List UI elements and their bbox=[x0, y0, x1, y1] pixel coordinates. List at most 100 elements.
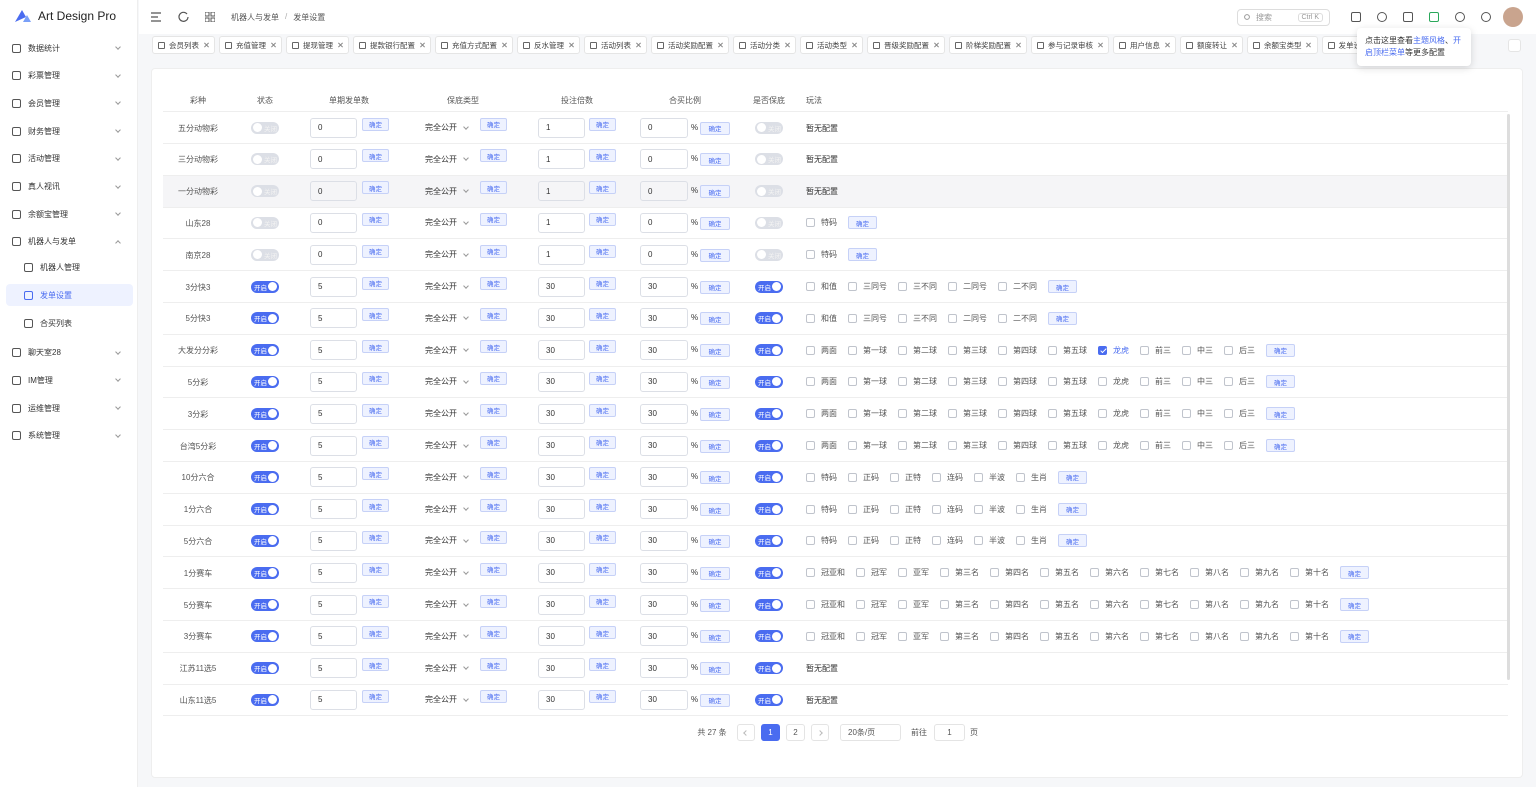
tab[interactable]: 晋级奖励配置 bbox=[867, 36, 945, 54]
ratio-input[interactable]: 30 bbox=[640, 276, 688, 297]
ratio-input[interactable]: 30 bbox=[640, 403, 688, 424]
multiple-input[interactable]: 30 bbox=[538, 594, 585, 615]
menu-item[interactable]: 彩票管理 bbox=[12, 65, 134, 87]
play-label[interactable]: 半波 bbox=[989, 504, 1005, 514]
confirm-button[interactable]: 确定 bbox=[480, 467, 507, 481]
play-label[interactable]: 特码 bbox=[821, 250, 837, 260]
multiple-input[interactable]: 1 bbox=[538, 244, 585, 265]
count-input[interactable]: 5 bbox=[310, 308, 357, 329]
checkbox[interactable] bbox=[948, 377, 957, 387]
confirm-button[interactable]: 确定 bbox=[700, 280, 730, 294]
page-number[interactable]: 2 bbox=[786, 724, 805, 741]
checkbox[interactable] bbox=[890, 472, 899, 482]
tab-close[interactable] bbox=[337, 42, 343, 48]
type-select[interactable]: 完全公开 bbox=[418, 563, 476, 583]
type-select[interactable]: 完全公开 bbox=[418, 626, 476, 646]
checkbox[interactable] bbox=[806, 600, 815, 609]
search-box[interactable]: 搜索 Ctrl K bbox=[1237, 9, 1330, 26]
ratio-input[interactable]: 30 bbox=[640, 371, 688, 392]
menu-item[interactable]: 余额宝管理 bbox=[12, 203, 134, 225]
settings[interactable] bbox=[1455, 12, 1465, 22]
play-label[interactable]: 第五球 bbox=[1063, 345, 1087, 355]
count-input[interactable]: 5 bbox=[310, 658, 357, 679]
play-label[interactable]: 二不同 bbox=[1013, 282, 1037, 291]
play-label[interactable]: 特码 bbox=[821, 504, 837, 514]
status-switch[interactable]: 关闭 bbox=[251, 216, 279, 229]
play-label[interactable]: 正特 bbox=[905, 504, 921, 514]
confirm-button[interactable]: 确定 bbox=[589, 308, 616, 322]
chat[interactable] bbox=[1429, 12, 1439, 22]
status-switch[interactable]: 开启 bbox=[251, 598, 279, 611]
confirm-button[interactable]: 确定 bbox=[480, 689, 507, 703]
status-switch[interactable]: 开启 bbox=[251, 503, 279, 516]
checkbox[interactable] bbox=[806, 282, 815, 291]
play-label[interactable]: 冠军 bbox=[871, 631, 887, 641]
checkbox[interactable] bbox=[806, 250, 815, 260]
status-switch[interactable]: 开启 bbox=[251, 439, 279, 452]
checkbox[interactable] bbox=[1140, 409, 1149, 419]
play-label[interactable]: 第二球 bbox=[913, 441, 937, 450]
play-label[interactable]: 正码 bbox=[863, 536, 879, 546]
count-input[interactable]: 0 bbox=[310, 117, 357, 138]
type-select[interactable]: 完全公开 bbox=[418, 531, 476, 551]
play-label[interactable]: 第二球 bbox=[913, 345, 937, 355]
submenu-item[interactable]: 合买列表 bbox=[6, 312, 133, 334]
checkbox[interactable] bbox=[940, 600, 949, 609]
count-input[interactable]: 0 bbox=[310, 244, 357, 265]
status-switch[interactable]: 开启 bbox=[251, 471, 279, 484]
checkbox[interactable] bbox=[1140, 441, 1149, 450]
guarantee-switch[interactable]: 开启 bbox=[755, 630, 783, 643]
type-select[interactable]: 完全公开 bbox=[418, 690, 476, 710]
type-select[interactable]: 完全公开 bbox=[418, 149, 476, 169]
checkbox[interactable] bbox=[1224, 409, 1233, 419]
status-switch[interactable]: 关闭 bbox=[251, 153, 279, 166]
play-label[interactable]: 第三球 bbox=[963, 409, 987, 419]
tab[interactable]: 活动奖励配置 bbox=[651, 36, 729, 54]
confirm-button[interactable]: 确定 bbox=[589, 403, 616, 417]
play-label[interactable]: 冠亚和 bbox=[821, 631, 845, 641]
checkbox[interactable] bbox=[1048, 441, 1057, 450]
play-label[interactable]: 亚军 bbox=[913, 631, 929, 641]
play-label[interactable]: 半波 bbox=[989, 536, 1005, 546]
multiple-input[interactable]: 1 bbox=[538, 117, 585, 138]
play-label[interactable]: 后三 bbox=[1239, 441, 1255, 450]
checkbox[interactable] bbox=[1182, 409, 1191, 419]
status-switch[interactable]: 开启 bbox=[251, 630, 279, 643]
type-select[interactable]: 完全公开 bbox=[418, 658, 476, 678]
play-label[interactable]: 三不同 bbox=[913, 313, 937, 323]
play-label[interactable]: 第九名 bbox=[1255, 568, 1279, 578]
checkbox[interactable] bbox=[806, 409, 815, 419]
play-label[interactable]: 第一球 bbox=[863, 345, 887, 355]
tab[interactable]: 会员列表 bbox=[152, 36, 215, 54]
multiple-input[interactable]: 1 bbox=[538, 212, 585, 233]
confirm-button[interactable]: 确定 bbox=[589, 371, 616, 385]
checkbox[interactable] bbox=[998, 409, 1007, 419]
confirm-button[interactable]: 确定 bbox=[480, 371, 507, 385]
play-label[interactable]: 前三 bbox=[1155, 409, 1171, 419]
ratio-input[interactable]: 30 bbox=[640, 658, 688, 679]
checkbox[interactable] bbox=[974, 504, 983, 514]
confirm-button[interactable]: 确定 bbox=[480, 340, 507, 354]
count-input[interactable]: 5 bbox=[310, 626, 357, 647]
checkbox[interactable] bbox=[806, 568, 815, 578]
guarantee-switch[interactable]: 开启 bbox=[755, 662, 783, 675]
language[interactable] bbox=[1377, 12, 1387, 22]
checkbox[interactable] bbox=[806, 631, 815, 641]
checkbox[interactable] bbox=[1290, 568, 1299, 578]
type-select[interactable]: 完全公开 bbox=[418, 181, 476, 201]
confirm-button[interactable]: 确定 bbox=[1058, 502, 1087, 516]
play-label[interactable]: 冠亚和 bbox=[821, 600, 845, 609]
confirm-button[interactable]: 确定 bbox=[700, 534, 730, 548]
play-label[interactable]: 第四名 bbox=[1005, 568, 1029, 578]
tab[interactable]: 余额宝类型 bbox=[1247, 36, 1318, 54]
guarantee-switch[interactable]: 开启 bbox=[755, 344, 783, 357]
confirm-button[interactable]: 确定 bbox=[362, 117, 389, 131]
tab-close[interactable] bbox=[1164, 42, 1170, 48]
play-label[interactable]: 第六名 bbox=[1105, 568, 1129, 578]
status-switch[interactable]: 开启 bbox=[251, 662, 279, 675]
multiple-input[interactable]: 30 bbox=[538, 276, 585, 297]
ratio-input[interactable]: 30 bbox=[640, 340, 688, 361]
guarantee-switch[interactable]: 开启 bbox=[755, 280, 783, 293]
play-label[interactable]: 后三 bbox=[1239, 409, 1255, 419]
confirm-button[interactable]: 确定 bbox=[362, 308, 389, 322]
